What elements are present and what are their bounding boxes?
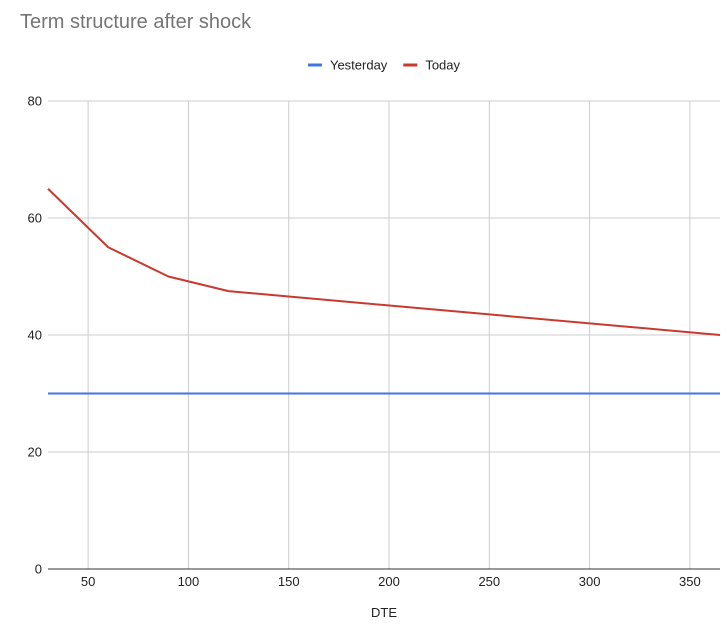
x-tick-label: 50 bbox=[81, 574, 95, 589]
x-tick-label: 350 bbox=[679, 574, 701, 589]
legend-label-yesterday: Yesterday bbox=[330, 58, 388, 73]
series-layer bbox=[47, 188, 721, 395]
y-tick-label: 20 bbox=[28, 445, 42, 460]
x-axis-title: DTE bbox=[371, 605, 397, 620]
grid-layer bbox=[48, 100, 720, 569]
y-tick-label: 80 bbox=[28, 94, 42, 109]
chart-title: Term structure after shock bbox=[20, 11, 252, 33]
y-tick-label: 0 bbox=[35, 562, 42, 577]
legend[interactable]: Yesterday Today bbox=[307, 58, 461, 73]
legend-label-today: Today bbox=[425, 58, 460, 73]
series-line-today[interactable] bbox=[47, 188, 721, 336]
x-tick-label: 300 bbox=[579, 574, 601, 589]
y-tick-label: 40 bbox=[28, 328, 42, 343]
x-tick-label: 150 bbox=[278, 574, 300, 589]
x-tick-label: 250 bbox=[478, 574, 500, 589]
axis-layer: 0 20 40 60 80 50 100 150 200 250 300 350 bbox=[28, 94, 720, 589]
x-tick-label: 200 bbox=[378, 574, 400, 589]
x-tick-label: 100 bbox=[178, 574, 200, 589]
y-tick-label: 60 bbox=[28, 211, 42, 226]
